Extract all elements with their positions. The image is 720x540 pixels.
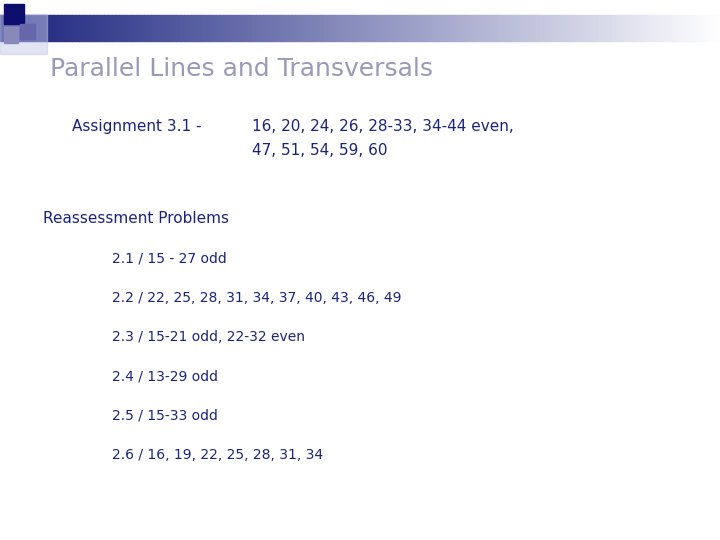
Text: Parallel Lines and Transversals: Parallel Lines and Transversals <box>50 57 433 80</box>
Text: Assignment 3.1 -: Assignment 3.1 - <box>72 119 202 134</box>
Bar <box>20 24 35 39</box>
Bar <box>4 27 18 43</box>
Text: 2.6 / 16, 19, 22, 25, 28, 31, 34: 2.6 / 16, 19, 22, 25, 28, 31, 34 <box>112 448 323 462</box>
Text: 2.4 / 13-29 odd: 2.4 / 13-29 odd <box>112 369 217 383</box>
Bar <box>0 14 47 54</box>
Text: 2.3 / 15-21 odd, 22-32 even: 2.3 / 15-21 odd, 22-32 even <box>112 330 305 344</box>
Text: Reassessment Problems: Reassessment Problems <box>43 211 229 226</box>
Bar <box>4 4 24 24</box>
Text: 2.5 / 15-33 odd: 2.5 / 15-33 odd <box>112 409 217 423</box>
Text: 47, 51, 54, 59, 60: 47, 51, 54, 59, 60 <box>252 143 387 158</box>
Text: 2.2 / 22, 25, 28, 31, 34, 37, 40, 43, 46, 49: 2.2 / 22, 25, 28, 31, 34, 37, 40, 43, 46… <box>112 291 401 305</box>
Text: 2.1 / 15 - 27 odd: 2.1 / 15 - 27 odd <box>112 251 226 265</box>
Text: 16, 20, 24, 26, 28-33, 34-44 even,: 16, 20, 24, 26, 28-33, 34-44 even, <box>252 119 514 134</box>
